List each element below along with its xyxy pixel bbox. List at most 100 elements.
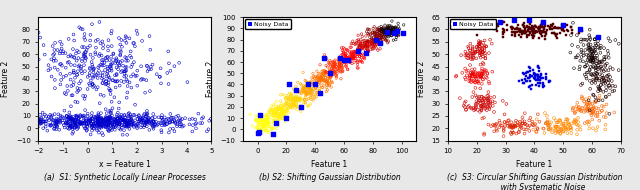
Point bbox=[182, 81, 193, 84]
Point bbox=[475, 45, 485, 48]
Point bbox=[278, 106, 288, 109]
Point bbox=[593, 90, 604, 93]
Point bbox=[471, 100, 481, 103]
Point bbox=[499, 126, 509, 129]
Point bbox=[479, 97, 489, 100]
Point bbox=[69, 56, 79, 59]
Point bbox=[363, 40, 373, 44]
Point bbox=[476, 49, 486, 52]
Point bbox=[369, 41, 379, 44]
Point bbox=[353, 59, 363, 63]
Point bbox=[112, 120, 122, 123]
Point bbox=[45, 124, 56, 127]
Point bbox=[260, 125, 270, 128]
Point bbox=[262, 114, 272, 117]
Point bbox=[255, 123, 265, 126]
Point bbox=[356, 48, 366, 51]
Point bbox=[321, 70, 331, 73]
Point bbox=[280, 115, 291, 118]
Point bbox=[274, 116, 284, 119]
Point bbox=[65, 125, 75, 128]
Point bbox=[364, 40, 374, 43]
Point bbox=[276, 104, 286, 107]
Point bbox=[531, 29, 541, 32]
Point bbox=[595, 73, 605, 76]
Point bbox=[376, 39, 386, 42]
Point bbox=[355, 47, 365, 50]
Point bbox=[300, 79, 310, 82]
Point bbox=[276, 109, 287, 112]
Point bbox=[326, 75, 336, 78]
Point bbox=[71, 119, 81, 122]
Point bbox=[481, 69, 491, 72]
Point bbox=[311, 84, 321, 87]
Point bbox=[58, 50, 68, 53]
Point bbox=[68, 33, 79, 36]
Point bbox=[512, 27, 522, 30]
Point bbox=[517, 32, 527, 35]
Point bbox=[586, 58, 596, 61]
Point bbox=[35, 122, 45, 125]
Point bbox=[340, 64, 351, 67]
Point bbox=[141, 120, 152, 123]
Point bbox=[287, 103, 297, 106]
Point bbox=[468, 71, 479, 74]
Point bbox=[594, 66, 604, 69]
Point bbox=[316, 76, 326, 79]
Point bbox=[173, 114, 183, 117]
Point bbox=[479, 49, 490, 52]
Point bbox=[169, 118, 179, 121]
Point bbox=[385, 32, 396, 35]
Point bbox=[108, 120, 118, 123]
Point bbox=[566, 26, 576, 29]
Point bbox=[325, 61, 335, 64]
Point bbox=[345, 58, 355, 61]
Point bbox=[258, 125, 268, 128]
Point bbox=[81, 57, 91, 60]
Point bbox=[73, 126, 83, 129]
Point bbox=[262, 125, 273, 128]
Point bbox=[284, 93, 294, 96]
Point bbox=[46, 124, 56, 127]
Point bbox=[599, 79, 609, 82]
Point bbox=[56, 47, 67, 50]
Point bbox=[139, 119, 149, 122]
Point bbox=[157, 114, 167, 117]
Point bbox=[301, 91, 312, 94]
Point bbox=[534, 36, 544, 39]
Point bbox=[18, 127, 28, 131]
Point bbox=[130, 119, 140, 122]
Point bbox=[346, 46, 356, 49]
Point bbox=[589, 79, 599, 82]
Point bbox=[72, 125, 82, 128]
Point bbox=[49, 66, 60, 69]
Point bbox=[114, 101, 124, 104]
Point bbox=[128, 42, 138, 45]
Point bbox=[67, 126, 77, 129]
Point bbox=[83, 75, 93, 78]
Point bbox=[467, 74, 477, 77]
Point bbox=[582, 71, 592, 74]
Point bbox=[381, 38, 391, 41]
Point bbox=[123, 122, 133, 125]
Point bbox=[523, 126, 533, 129]
Point bbox=[109, 118, 119, 121]
Point bbox=[357, 42, 367, 45]
Point bbox=[494, 126, 504, 129]
Point bbox=[95, 126, 105, 129]
Point bbox=[300, 90, 310, 93]
Point bbox=[164, 131, 174, 134]
Point bbox=[584, 56, 594, 59]
Point bbox=[136, 78, 146, 81]
Point bbox=[319, 69, 330, 72]
Point bbox=[340, 53, 350, 56]
Point bbox=[56, 116, 66, 120]
Point bbox=[107, 121, 117, 124]
Point bbox=[534, 70, 544, 73]
Point bbox=[584, 48, 594, 51]
Point bbox=[326, 80, 337, 83]
Point bbox=[513, 124, 524, 127]
Point bbox=[489, 28, 499, 31]
Point bbox=[77, 60, 87, 63]
Point bbox=[52, 117, 62, 120]
